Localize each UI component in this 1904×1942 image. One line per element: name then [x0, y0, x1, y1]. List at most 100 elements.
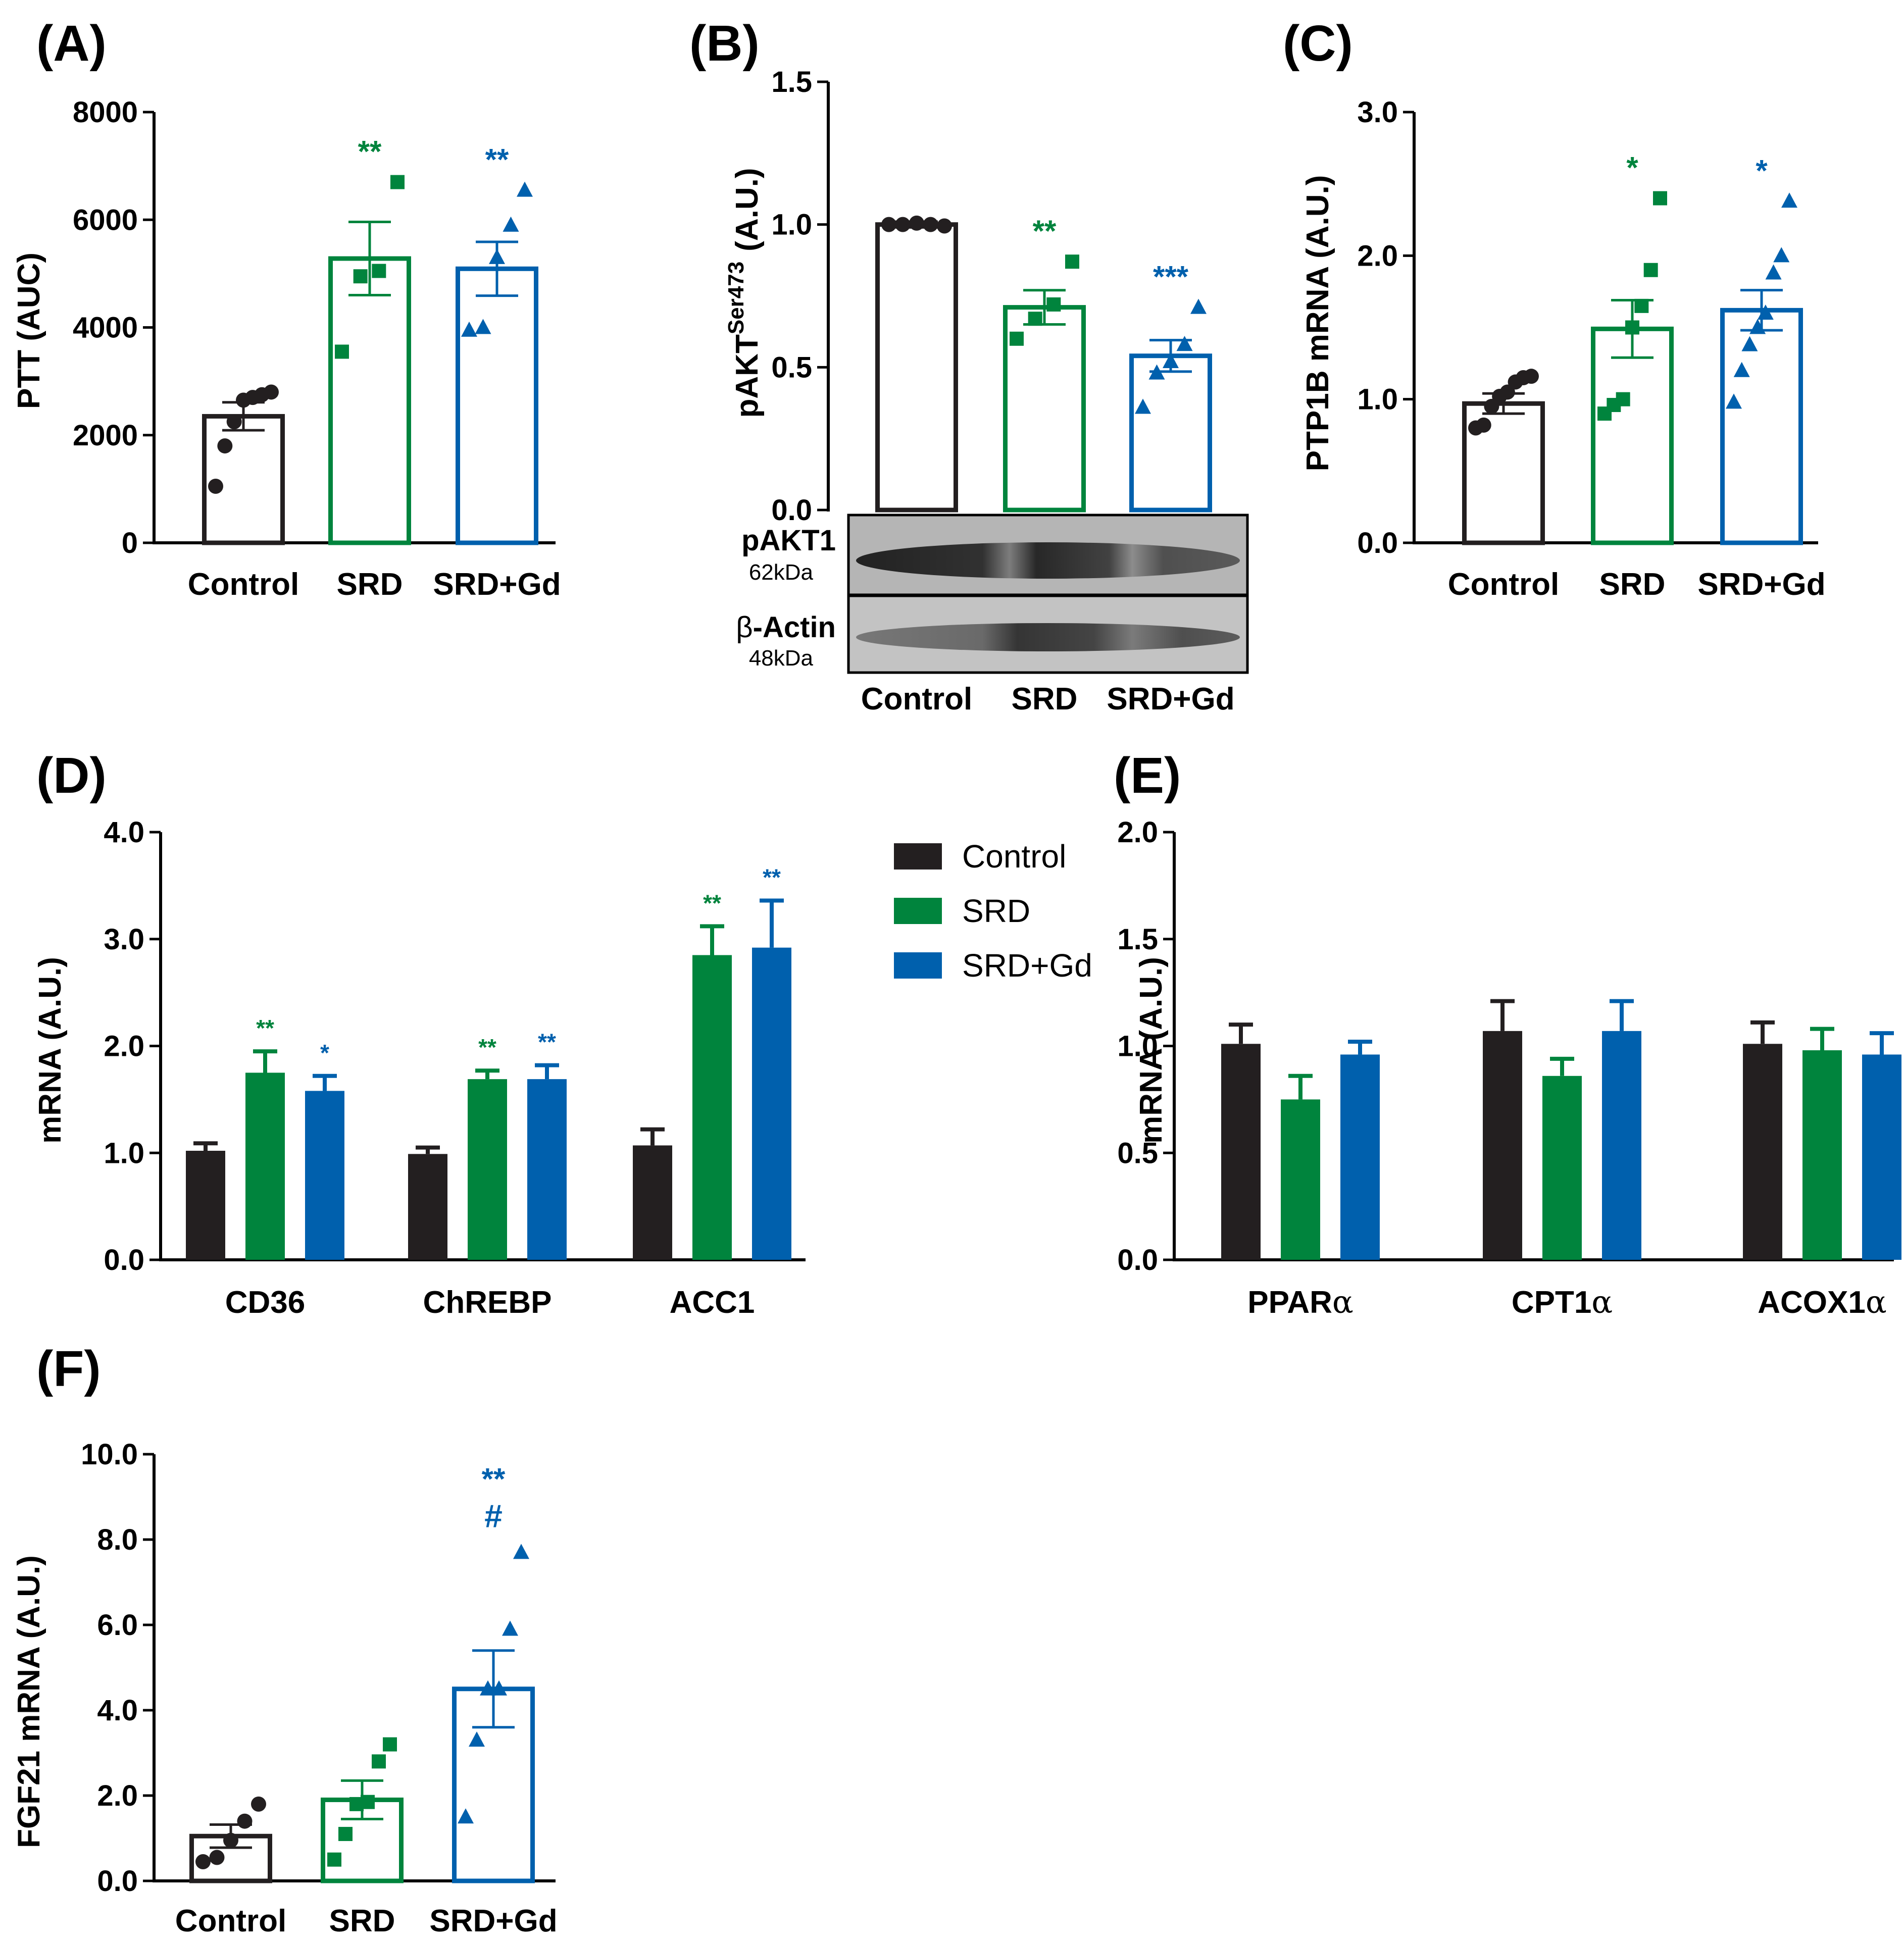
panel-f-point-control	[223, 1832, 238, 1848]
panel-e-ytick-label: 0.0	[1117, 1244, 1158, 1276]
panel-e-xlabel-cpt1: CPT1α	[1512, 1284, 1613, 1320]
panel-f-point-srdgd	[491, 1680, 507, 1696]
panel-d-ylabel: mRNA (A.U.)	[33, 957, 68, 1144]
panel-c: (C) 0.0 1.0 2.0 3.0 Control SRD * SRD+Gd * PTP1B…	[1283, 15, 1826, 602]
panel-e-ylabel: mRNA (A.U.)	[1134, 957, 1169, 1144]
panel-d-ytick-label: 4.0	[104, 816, 144, 849]
panel-a-ytick-label: 8000	[73, 96, 138, 129]
panel-c-point-srd	[1616, 392, 1630, 406]
panel-f-xlabel-srdgd: SRD+Gd	[429, 1904, 557, 1938]
legend: Control SRD SRD+Gd	[894, 838, 1092, 984]
panel-c-point-srdgd	[1741, 336, 1758, 351]
panel-b-axes: 0.0 0.5 1.0 1.5 Control SRD ** SRD+Gd ***	[771, 66, 1234, 717]
panel-d-axes: 0.01.02.03.04.0***CD36** **ChREBP****ACC1	[104, 816, 806, 1320]
panel-d-sig-acc1-srdgd: **	[763, 864, 781, 891]
panel-f-ytick-label: 8.0	[97, 1523, 138, 1556]
panel-f-point-control	[251, 1796, 266, 1812]
panel-b-bar-srdgd	[1129, 353, 1212, 513]
blot-actin-size: 48kDa	[749, 646, 814, 671]
panel-b-point-control	[937, 218, 952, 234]
panel-d-bar-chrebp-srdgd	[527, 1079, 567, 1260]
panel-a-xlabel-control: Control	[188, 567, 299, 602]
panel-b-sig-srdgd: ***	[1153, 260, 1189, 294]
panel-a-point-control	[264, 384, 279, 400]
panel-c-point-srdgd	[1757, 304, 1774, 320]
panel-c-point-srd	[1625, 320, 1639, 335]
panel-d-bar-chrebp-srd	[468, 1079, 507, 1260]
blot-actin-prefix: β	[736, 611, 753, 644]
panel-d-sig-chrebp-srd: **	[478, 1034, 496, 1060]
panel-c-point-srd	[1643, 263, 1658, 277]
panel-f-point-srd	[361, 1795, 375, 1809]
panel-c-ytick-label: 3.0	[1357, 96, 1398, 129]
panel-d-ytick-label: 2.0	[104, 1030, 144, 1063]
panel-b-point-srdgd	[1190, 298, 1207, 314]
panel-c-bar-srd	[1591, 326, 1674, 545]
panel-b-point-srdgd	[1148, 364, 1165, 380]
panel-f-ytick-label: 4.0	[97, 1694, 138, 1727]
panel-e-bar-ppar-srd	[1281, 1099, 1320, 1260]
panel-f-point-srdgd	[458, 1808, 474, 1824]
blot-pakt1-label: pAKT1	[741, 524, 836, 557]
panel-a-xlabel-srd: SRD	[337, 567, 403, 602]
panel-f-axes: 0.0 2.0 4.0 6.0 8.0 10.0 Control SRD SRD+Gd #**	[81, 1438, 558, 1938]
panel-d-ytick-label: 1.0	[104, 1137, 144, 1169]
panel-a-point-srd	[353, 269, 368, 284]
panel-b-ylabel-sup: Ser473	[724, 262, 748, 334]
panel-b-point-control	[881, 217, 896, 232]
panel-d-xlabel-cd36: CD36	[225, 1285, 306, 1320]
panel-c-sig-srdgd: *	[1756, 154, 1768, 187]
panel-b: (B) 0.0 0.5 1.0 1.5 Control SRD ** SRD+Gd *** pA…	[689, 15, 1249, 717]
panel-e-bar-ppar-control	[1221, 1044, 1261, 1260]
panel-a-point-srdgd	[489, 248, 505, 264]
panel-a-bar-srdgd	[456, 266, 538, 545]
panel-a-ylabel: PTT (AUC)	[12, 252, 46, 409]
panel-d-sig-chrebp-srdgd: **	[538, 1029, 556, 1055]
panel-a-point-srd	[335, 344, 349, 359]
panel-e-ytick-label: 0.5	[1117, 1137, 1158, 1169]
panel-b-bar-control	[875, 222, 958, 513]
panel-d-ytick-label: 3.0	[104, 923, 144, 956]
legend-swatch-srdgd	[894, 952, 942, 979]
panel-c-point-srdgd	[1773, 247, 1790, 263]
panel-c-bar-srdgd	[1720, 308, 1803, 545]
panel-f-xlabel-control: Control	[175, 1904, 286, 1938]
panel-b-point-srd	[1065, 254, 1079, 269]
panel-e-xlabel-name: ACOX1	[1758, 1285, 1866, 1320]
panel-e-xlabel-ppar: PPARα	[1247, 1284, 1354, 1320]
panel-e-xlabel-acox1: ACOX1α	[1758, 1284, 1886, 1320]
panel-d-ytick-label: 0.0	[104, 1244, 144, 1276]
panel-a-xlabel-srdgd: SRD+Gd	[433, 567, 561, 602]
panel-a-point-control	[208, 479, 223, 494]
panel-c-point-control	[1524, 369, 1539, 384]
panel-c-xlabel-srd: SRD	[1599, 567, 1666, 602]
panel-b-ytick-label: 1.0	[771, 209, 812, 241]
panel-d-sig-acc1-srd: **	[703, 890, 721, 916]
panel-f-point-srd	[338, 1827, 353, 1842]
panel-c-ytick-label: 1.0	[1357, 383, 1398, 416]
panel-b-ytick-label: 1.5	[771, 66, 812, 98]
legend-label-control: Control	[962, 838, 1066, 875]
panel-b-xlabel-srd: SRD	[1012, 682, 1078, 717]
panel-e-ytick-label: 2.0	[1117, 816, 1158, 849]
panel-d-bar-acc1-srdgd	[752, 947, 791, 1260]
panel-d-bar-cd36-srd	[245, 1072, 285, 1260]
legend-swatch-control	[894, 843, 942, 870]
panel-e-bar-acox1-srd	[1802, 1050, 1842, 1260]
panel-c-point-srdgd	[1765, 264, 1782, 280]
panel-f-ytick-label: 0.0	[97, 1865, 138, 1898]
panel-b-ytick-label: 0.5	[771, 351, 812, 384]
panel-e-bar-ppar-srdgd	[1340, 1054, 1380, 1260]
panel-a-bar-control	[202, 414, 285, 545]
panel-f-point-srdgd	[513, 1544, 529, 1559]
panel-label-a: (A)	[36, 15, 107, 72]
panel-f-point-srd	[383, 1737, 397, 1752]
panel-a-point-control	[217, 438, 233, 454]
panel-b-point-control	[895, 217, 911, 232]
panel-f-sig-srdgd: **	[482, 1462, 506, 1496]
panel-b-point-srdgd	[1135, 398, 1151, 414]
panel-d-xlabel-acc1: ACC1	[670, 1285, 755, 1320]
panel-a-sig-srdgd: **	[485, 143, 509, 177]
blot-actin-name: -Actin	[753, 611, 836, 644]
